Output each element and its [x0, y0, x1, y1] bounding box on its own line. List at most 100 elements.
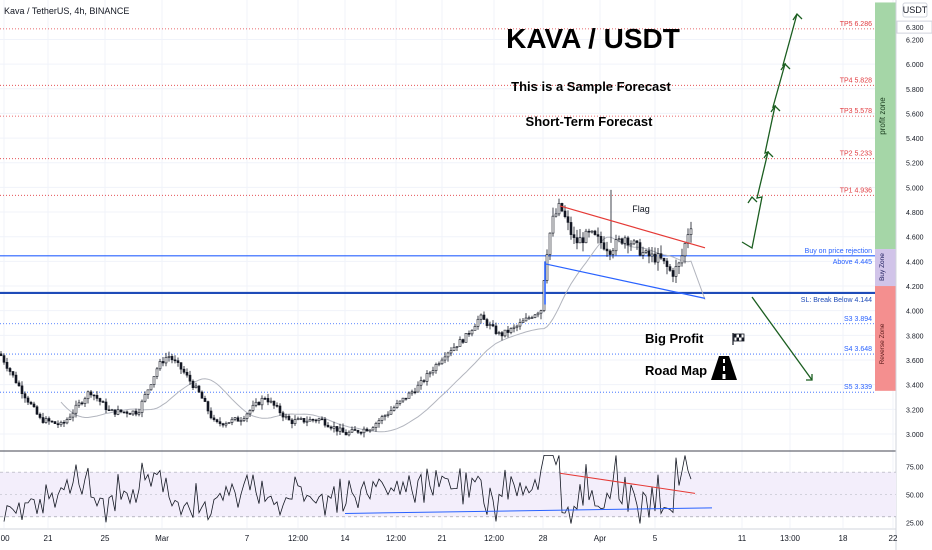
candle-body: [455, 346, 459, 348]
time-tick-label: 18: [839, 534, 848, 543]
candle-body: [236, 417, 240, 422]
level-label: TP1 4.936: [840, 187, 872, 194]
candle-body: [164, 356, 168, 364]
flag-upper-line: [559, 205, 706, 249]
candle-body: [572, 234, 576, 238]
candle-body: [53, 421, 57, 424]
candle-body: [674, 266, 678, 277]
candle-body: [449, 350, 453, 354]
candle-body: [365, 428, 369, 432]
time-axis: :00 21 25 Mar 7 12:00 14 12:00 21 12:00 28 Apr 5 11 13…: [0, 534, 898, 543]
candle-body: [422, 380, 426, 382]
candle-body: [503, 329, 507, 337]
candle-body: [203, 397, 207, 402]
candle-body: [425, 373, 429, 382]
road-map-label: Road Map: [645, 363, 707, 378]
candle-body: [11, 371, 15, 376]
candle-body: [38, 413, 42, 418]
candle-body: [221, 423, 225, 426]
level-label: Buy on price rejection: [805, 248, 872, 255]
rsi-pane: 75.00 50.00 25.00: [0, 455, 924, 527]
candle-body: [110, 409, 114, 412]
candle-body: [479, 314, 483, 320]
level-label: SL: Break Below 4.144: [801, 297, 872, 304]
candle-body: [215, 419, 219, 422]
candle-body: [668, 266, 672, 271]
candle-body: [671, 270, 675, 277]
candle-body: [149, 384, 153, 391]
rsi-downtrend-line: [559, 472, 696, 494]
candle-body: [566, 216, 570, 223]
price-tick-label: 3.400: [906, 383, 924, 390]
arrow-head: [792, 12, 803, 21]
candle-body: [569, 222, 573, 235]
candle-body: [506, 329, 510, 333]
candle-body: [374, 423, 378, 428]
time-tick-label: 12:00: [484, 534, 505, 543]
candle-body: [548, 232, 552, 255]
candle-body: [269, 400, 273, 403]
candle-body: [176, 360, 180, 363]
candle-body: [68, 416, 72, 420]
price-tick-label: 4.200: [906, 284, 924, 291]
candle-body: [623, 237, 627, 244]
candle-body: [272, 400, 276, 406]
candle-body: [116, 409, 120, 415]
candle-body: [125, 411, 129, 414]
candle-body: [485, 319, 489, 326]
candle-body: [602, 242, 606, 250]
candle-body: [590, 230, 594, 233]
candle-body: [512, 326, 516, 329]
candle-body: [551, 215, 555, 234]
candle-body: [185, 371, 189, 376]
candle-body: [323, 419, 327, 426]
candle-body: [230, 418, 234, 423]
candle-body: [167, 356, 171, 358]
price-tick-label: 3.200: [906, 407, 924, 414]
time-tick-label: 12:00: [386, 534, 407, 543]
main-title: KAVA / USDT: [506, 23, 680, 54]
candle-body: [599, 236, 603, 244]
time-tick-label: 13:00: [780, 534, 801, 543]
candle-body: [584, 230, 588, 244]
candle-body: [638, 242, 642, 256]
rsi-tick-label: 25.00: [906, 520, 924, 527]
level-label: Above 4.445: [833, 259, 872, 266]
candle-body: [416, 384, 420, 393]
level-label: S5 3.339: [844, 384, 872, 391]
candle-body: [563, 210, 567, 217]
candle-body: [200, 391, 204, 399]
candle-body: [89, 391, 93, 396]
candle-body: [179, 362, 183, 370]
candle-body: [308, 418, 312, 422]
zone-box: [875, 249, 896, 287]
candle-body: [347, 431, 351, 436]
candle-body: [335, 426, 339, 432]
candle-body: [428, 372, 432, 375]
candle-body: [653, 253, 657, 263]
candle-body: [482, 314, 486, 320]
price-tick-label: 5.400: [906, 136, 924, 143]
candle-body: [305, 420, 309, 423]
arrow-head: [770, 104, 781, 113]
candle-body: [158, 361, 162, 370]
candle-body: [80, 402, 84, 405]
candle-body: [194, 385, 198, 388]
candle-body: [371, 427, 375, 431]
candle-body: [311, 418, 315, 421]
zone-box: [875, 286, 896, 391]
candle-body: [581, 237, 585, 244]
time-tick-label: 21: [44, 534, 53, 543]
candle-body: [377, 420, 381, 424]
arrow-head: [747, 195, 758, 204]
price-levels: [0, 28, 875, 393]
candle-body: [521, 320, 525, 324]
candle-body: [452, 346, 456, 351]
candle-body: [320, 418, 324, 421]
candles: [0, 189, 693, 438]
candle-body: [278, 405, 282, 414]
arrow-head: [806, 374, 813, 381]
candle-body: [578, 237, 582, 244]
candle-body: [296, 418, 300, 421]
